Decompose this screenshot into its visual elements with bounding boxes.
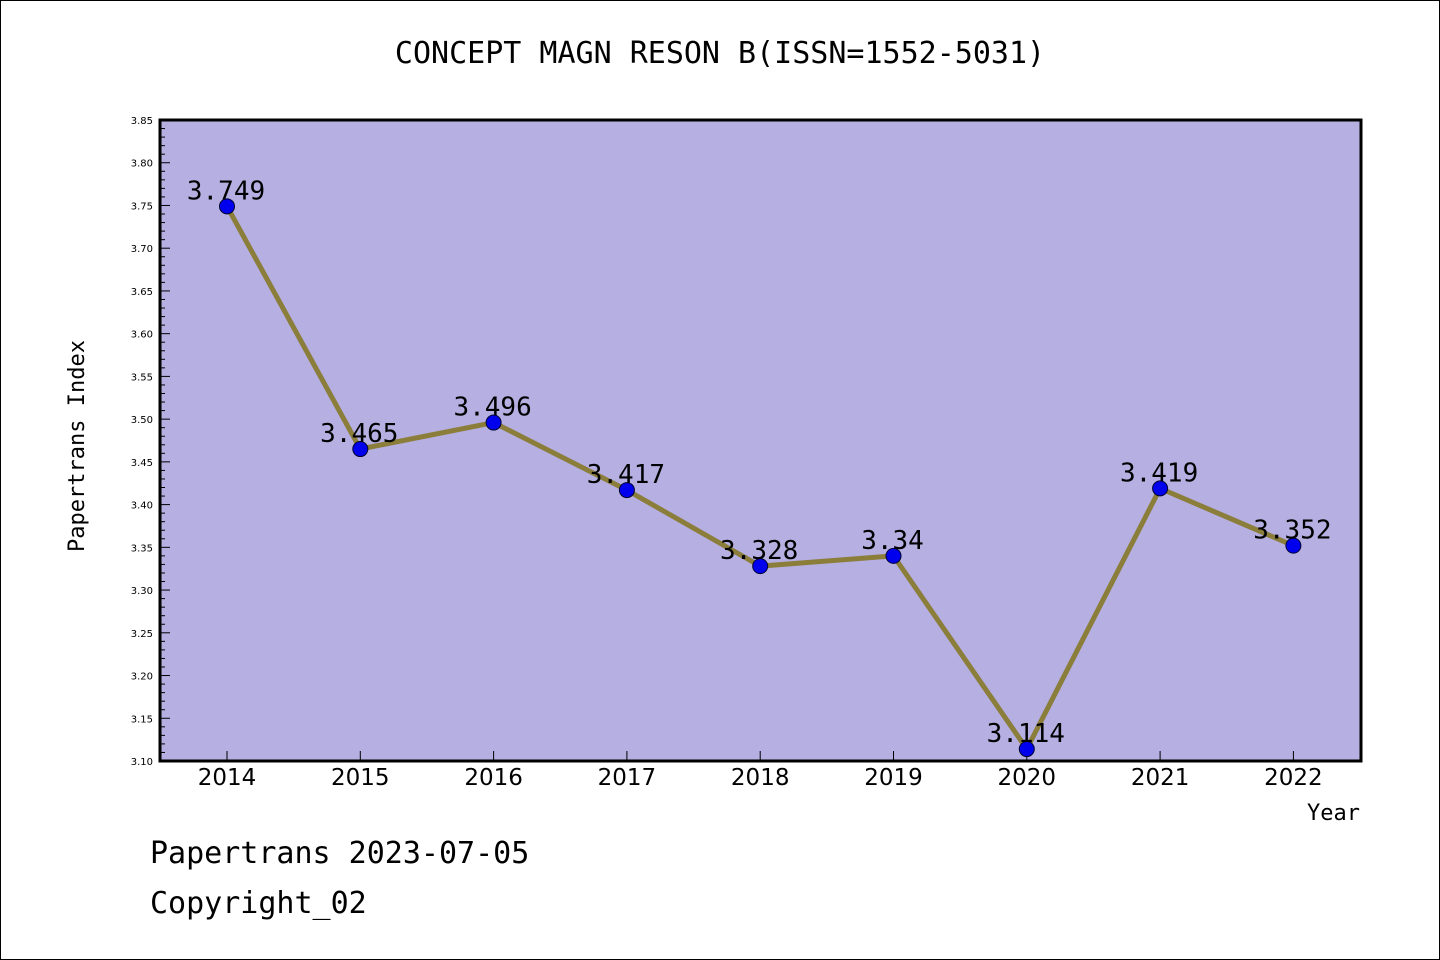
y-axis-title: Papertrans Index xyxy=(65,340,90,552)
x-tick-label: 2018 xyxy=(731,765,790,791)
x-axis-title: Year xyxy=(1307,801,1360,826)
data-point-label: 3.352 xyxy=(1253,516,1331,546)
x-tick-label: 2021 xyxy=(1131,765,1190,791)
data-point-marker xyxy=(352,441,369,458)
data-point-marker xyxy=(485,414,502,431)
data-point-label: 3.417 xyxy=(587,460,665,490)
chart-title: CONCEPT MAGN RESON B(ISSN=1552-5031) xyxy=(394,36,1046,71)
data-point-marker xyxy=(1285,537,1302,554)
x-tick-label: 2020 xyxy=(998,765,1057,791)
footer-date: Papertrans 2023-07-05 xyxy=(150,836,530,871)
y-tick-label: 3.50 xyxy=(131,415,153,426)
y-tick-label: 3.60 xyxy=(131,330,153,341)
data-point-label: 3.419 xyxy=(1120,458,1198,488)
y-tick-label: 3.30 xyxy=(131,586,153,597)
y-tick-label: 3.40 xyxy=(131,501,153,512)
data-point-marker xyxy=(618,482,635,499)
x-axis-ticks: 2014 2015 2016 2017 2018 2019 2020 2021 2022 xyxy=(198,751,1323,791)
y-tick-label: 3.10 xyxy=(131,757,153,768)
y-tick-label: 3.15 xyxy=(131,714,153,725)
x-tick-label: 2022 xyxy=(1264,765,1323,791)
data-point-label: 3.114 xyxy=(987,719,1065,749)
y-tick-label: 3.65 xyxy=(131,287,153,298)
y-tick-label: 3.20 xyxy=(131,672,153,683)
y-tick-label: 3.25 xyxy=(131,629,153,640)
x-tick-label: 2016 xyxy=(464,765,523,791)
data-point-label: 3.328 xyxy=(720,536,798,566)
series-labels-group: 3.749 3.465 3.496 3.417 3.328 3.34 3.114 3.419 3… xyxy=(187,176,1332,749)
y-tick-label: 3.45 xyxy=(131,458,153,469)
plot-area xyxy=(160,120,1361,761)
y-tick-label: 3.80 xyxy=(131,159,153,170)
data-point-label: 3.34 xyxy=(861,526,924,556)
data-point-marker xyxy=(219,198,235,215)
data-point-label: 3.465 xyxy=(320,419,398,449)
y-tick-label: 3.85 xyxy=(131,116,153,127)
y-tick-label: 3.75 xyxy=(131,201,153,212)
data-point-marker xyxy=(752,558,769,575)
y-tick-label: 3.35 xyxy=(131,543,153,554)
y-tick-label: 3.55 xyxy=(131,372,153,383)
x-tick-label: 2017 xyxy=(598,765,657,791)
x-tick-label: 2015 xyxy=(331,765,390,791)
series-markers-group xyxy=(219,198,1302,758)
data-point-marker xyxy=(1152,480,1169,497)
footer-copyright: Copyright_02 xyxy=(150,886,367,921)
data-point-label: 3.496 xyxy=(453,393,531,423)
y-axis-ticks: 3.10 3.15 3.20 3.25 3.30 3.35 3.40 3.45 3.50 3.55… xyxy=(131,116,170,768)
x-tick-label: 2019 xyxy=(864,765,923,791)
y-tick-label: 3.70 xyxy=(131,244,153,255)
x-tick-label: 2014 xyxy=(198,765,257,791)
data-point-label: 3.749 xyxy=(187,176,265,206)
plot-border xyxy=(158,118,1363,763)
data-point-marker xyxy=(885,547,902,564)
data-point-marker xyxy=(1018,741,1035,758)
